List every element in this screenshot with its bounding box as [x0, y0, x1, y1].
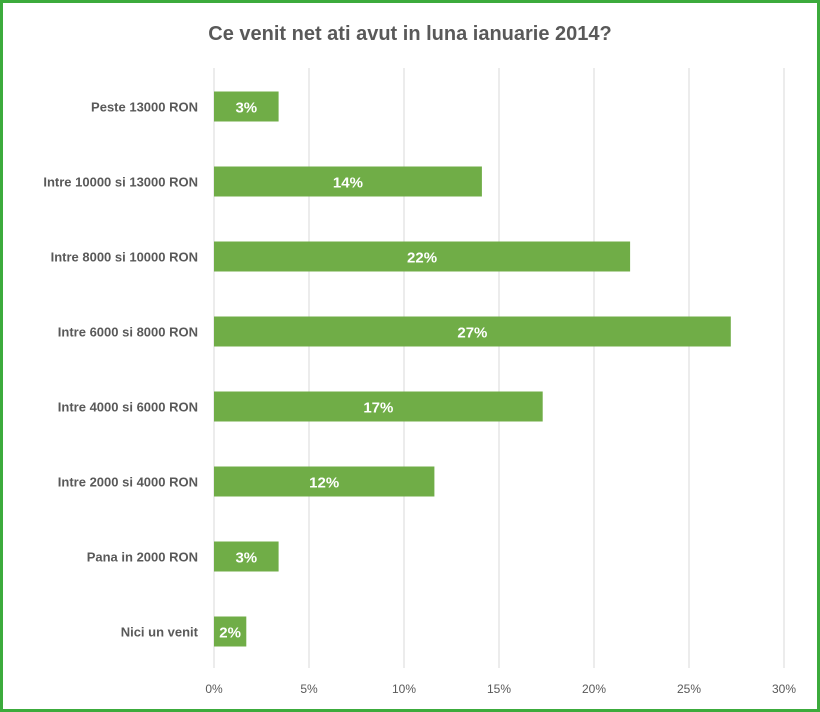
category-label: Intre 2000 si 4000 RON: [58, 475, 198, 490]
x-tick-label: 10%: [392, 682, 416, 696]
x-tick-label: 0%: [205, 682, 223, 696]
bar: [214, 316, 731, 347]
category-label: Nici un venit: [121, 625, 199, 640]
x-tick-label: 30%: [772, 682, 796, 696]
category-label: Intre 10000 si 13000 RON: [43, 175, 198, 190]
data-label: 27%: [457, 325, 487, 342]
category-label: Intre 4000 si 6000 RON: [58, 400, 198, 415]
data-label: 14%: [333, 175, 363, 192]
x-tick-label: 15%: [487, 682, 511, 696]
category-label: Intre 6000 si 8000 RON: [58, 325, 198, 340]
data-label: 17%: [363, 400, 393, 417]
data-label: 22%: [407, 250, 437, 267]
x-tick-label: 5%: [300, 682, 318, 696]
bar: [214, 241, 631, 272]
category-label: Intre 8000 si 10000 RON: [51, 250, 198, 265]
category-label: Pana in 2000 RON: [87, 550, 198, 565]
category-label: Peste 13000 RON: [91, 100, 198, 115]
bar: [214, 91, 279, 122]
bar: [214, 466, 435, 497]
bar: [214, 541, 279, 572]
chart-title: Ce venit net ati avut in luna ianuarie 2…: [208, 23, 611, 45]
bar: [214, 166, 482, 197]
bar: [214, 616, 247, 647]
x-tick-label: 25%: [677, 682, 701, 696]
data-label: 2%: [219, 625, 241, 642]
bar: [214, 391, 543, 422]
data-label: 3%: [235, 100, 257, 117]
data-label: 3%: [235, 550, 257, 567]
data-label: 12%: [309, 475, 339, 492]
x-tick-label: 20%: [582, 682, 606, 696]
